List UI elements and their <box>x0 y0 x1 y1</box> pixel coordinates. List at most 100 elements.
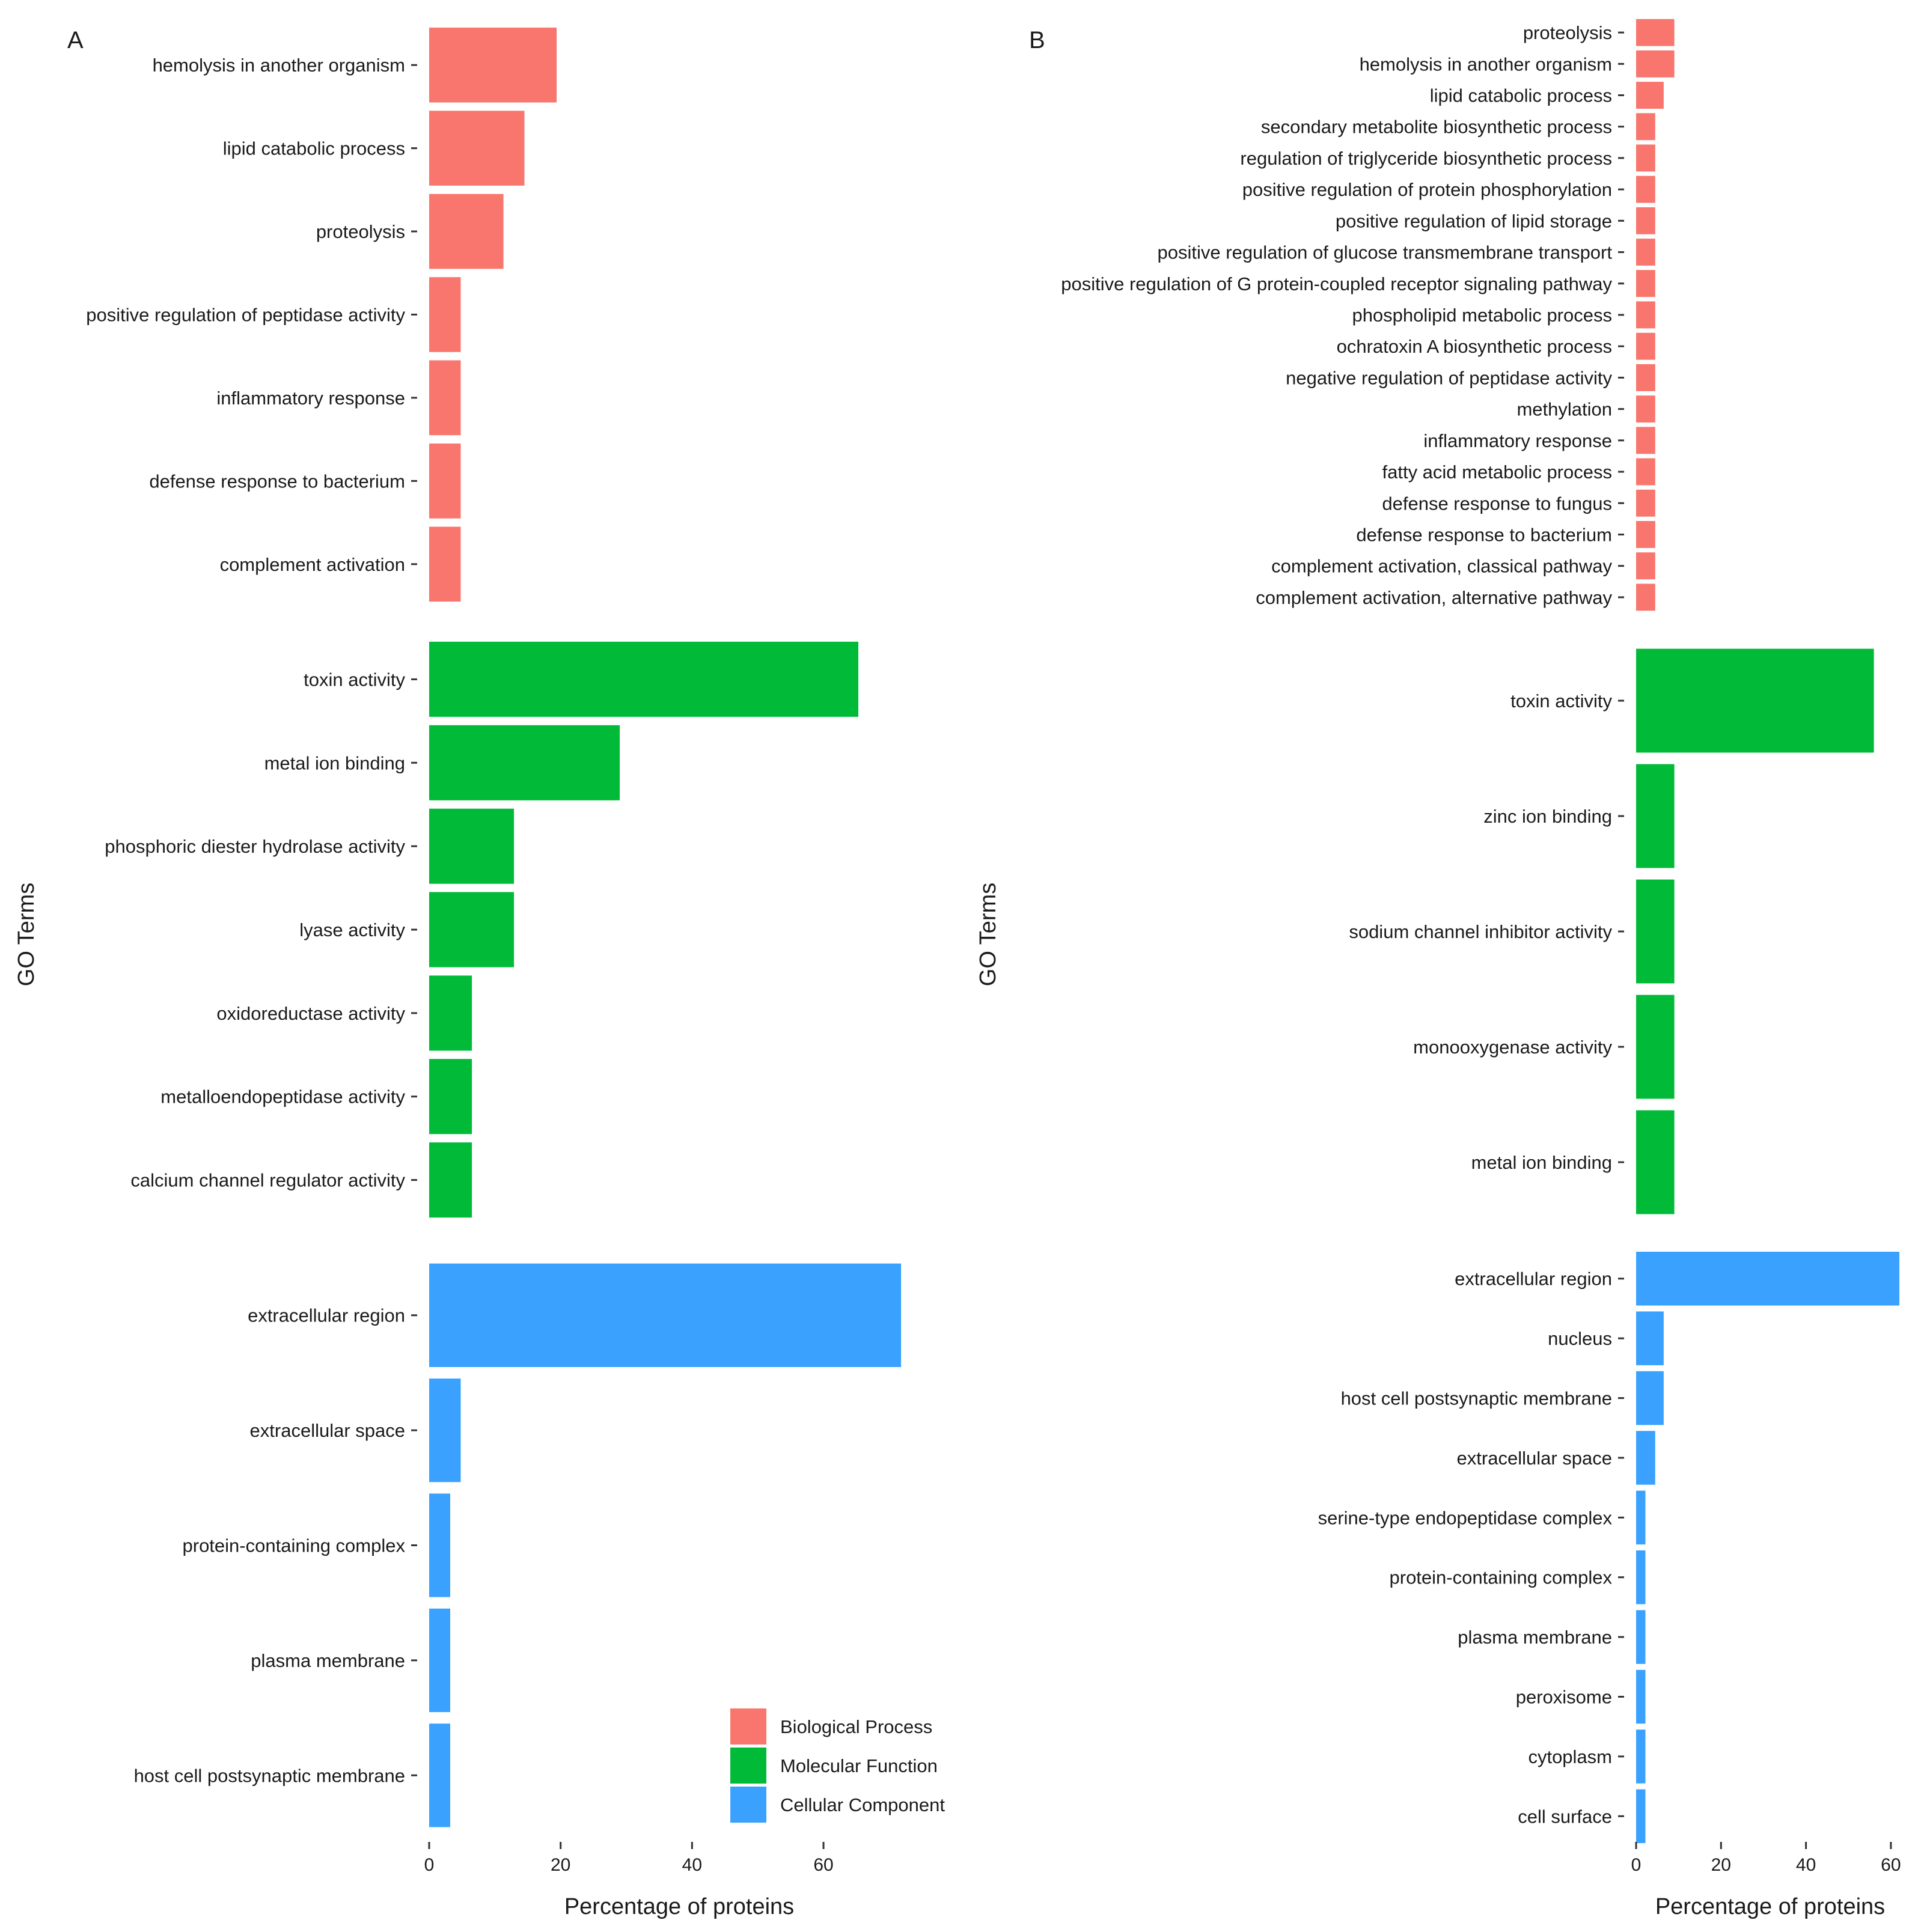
panel-b-term-label: defense response to bacterium <box>1356 524 1612 545</box>
panel-b-bar-inflammatory-response <box>1636 427 1655 454</box>
legend-label-biological-process: Biological Process <box>780 1716 932 1737</box>
panel-b-term-label: positive regulation of G protein-coupled… <box>1061 273 1612 294</box>
panel-b-bar-cytoplasm <box>1636 1729 1646 1784</box>
panel-b-x-tick-label: 60 <box>1881 1855 1901 1875</box>
panel-a-term-label: phosphoric diester hydrolase activity <box>105 836 405 857</box>
panel-a-bar-extracellular-space <box>429 1379 461 1483</box>
panel-a-bar-phosphoric-diester-hydrolase-activity <box>429 808 515 884</box>
panel-b-bar-methylation <box>1636 395 1655 423</box>
panel-b-x-tick-label: 0 <box>1631 1855 1642 1875</box>
panel-b-term-label: inflammatory response <box>1423 430 1612 451</box>
panel-a-x-tick-label: 20 <box>551 1855 570 1875</box>
panel-b-term-label: cell surface <box>1518 1806 1612 1827</box>
panel-b-term-label: extracellular space <box>1457 1448 1612 1469</box>
panel-a-term-label: toxin activity <box>304 669 405 690</box>
panel-b-bar-complement-activation-classical-pathway <box>1636 552 1655 580</box>
panel-b-bar-sodium-channel-inhibitor-activity <box>1636 879 1675 984</box>
panel-a-term-label: extracellular space <box>250 1420 405 1441</box>
panel-b-bar-regulation-of-triglyceride-biosynthetic-process <box>1636 144 1655 172</box>
panel-b-term-label: positive regulation of glucose transmemb… <box>1158 242 1613 263</box>
panel-a-term-label: proteolysis <box>316 221 405 242</box>
panel-b-term-label: proteolysis <box>1523 22 1612 43</box>
panel-b-bar-lipid-catabolic-process <box>1636 82 1664 109</box>
panel-a-bar-metal-ion-binding <box>429 725 620 800</box>
panel-a-bar-plasma-membrane <box>429 1608 450 1713</box>
panel-b-bar-zinc-ion-binding <box>1636 764 1675 868</box>
panel-a-bar-positive-regulation-of-peptidase-activity <box>429 277 461 352</box>
panel-b-bar-protein-containing-complex <box>1636 1550 1646 1604</box>
panel-b-term-label: sodium channel inhibitor activity <box>1349 921 1612 942</box>
panel-b-term-label: host cell postsynaptic membrane <box>1341 1388 1612 1409</box>
panel-b-term-label: positive regulation of lipid storage <box>1336 210 1612 231</box>
panel-a-term-label: hemolysis in another organism <box>153 55 405 76</box>
panel-a-term-label: metalloendopeptidase activity <box>160 1086 405 1108</box>
panel-b-bar-defense-response-to-fungus <box>1636 489 1655 517</box>
panel-b-term-label: peroxisome <box>1516 1687 1612 1708</box>
panel-b-term-label: complement activation, classical pathway <box>1271 556 1612 577</box>
panel-a-term-label: inflammatory response <box>216 388 405 409</box>
panel-a-bar-defense-response-to-bacterium <box>429 443 461 519</box>
legend-label-cellular-component: Cellular Component <box>780 1794 945 1815</box>
panel-b-bar-peroxisome <box>1636 1669 1646 1724</box>
panel-b-term-label: regulation of triglyceride biosynthetic … <box>1240 148 1612 169</box>
panel-b-x-tick-label: 20 <box>1711 1855 1731 1875</box>
panel-b-term-label: lipid catabolic process <box>1430 85 1612 106</box>
panel-a-bar-protein-containing-complex <box>429 1493 450 1597</box>
panel-b-term-label: metal ion binding <box>1471 1152 1612 1173</box>
panel-b-bar-cell-surface <box>1636 1789 1646 1844</box>
panel-a-term-label: protein-containing complex <box>183 1535 406 1556</box>
chart-legend: Biological Process Molecular Function Ce… <box>730 1708 945 1823</box>
panel-b-bar-ochratoxin-a-biosynthetic-process <box>1636 332 1655 360</box>
panel-b-term-label: hemolysis in another organism <box>1360 53 1612 75</box>
panel-b-bar-positive-regulation-of-lipid-storage <box>1636 207 1655 234</box>
panel-a-term-label: metal ion binding <box>264 752 405 773</box>
panel-b: B GO Terms Percentage of proteins proteo… <box>976 19 1901 1919</box>
panel-a-bar-calcium-channel-regulator-activity <box>429 1142 472 1218</box>
legend-label-molecular-function: Molecular Function <box>780 1755 938 1776</box>
panel-a: A GO Terms Percentage of proteins hemoly… <box>14 27 902 1919</box>
panel-b-bar-monooxygenase-activity <box>1636 995 1675 1099</box>
panel-b-bar-positive-regulation-of-g-protein-coupled-receptor-signaling-pathway <box>1636 270 1655 297</box>
legend-swatch-cellular-component <box>730 1787 766 1823</box>
panel-b-bar-metal-ion-binding <box>1636 1110 1675 1214</box>
panel-a-term-label: calcium channel regulator activity <box>130 1170 405 1191</box>
panel-a-tag: A <box>67 27 84 53</box>
panel-b-term-label: nucleus <box>1548 1328 1612 1349</box>
panel-b-term-label: secondary metabolite biosynthetic proces… <box>1261 117 1612 138</box>
panel-b-term-label: plasma membrane <box>1458 1627 1612 1648</box>
panel-b-term-label: monooxygenase activity <box>1413 1037 1612 1058</box>
panel-b-term-label: toxin activity <box>1510 690 1612 712</box>
panel-a-bar-extracellular-region <box>429 1263 902 1367</box>
panel-b-bar-negative-regulation-of-peptidase-activity <box>1636 364 1655 391</box>
panel-a-bar-proteolysis <box>429 194 504 269</box>
panel-b-bar-plasma-membrane <box>1636 1610 1646 1664</box>
legend-swatch-molecular-function <box>730 1748 766 1784</box>
panel-a-term-label: lipid catabolic process <box>223 138 405 159</box>
panel-b-y-axis-title: GO Terms <box>976 883 1001 986</box>
panel-b-bar-serine-type-endopeptidase-complex <box>1636 1490 1646 1545</box>
panel-b-bar-hemolysis-in-another-organism <box>1636 50 1675 78</box>
panel-b-bar-proteolysis <box>1636 19 1675 46</box>
panel-b-bar-positive-regulation-of-protein-phosphorylation <box>1636 175 1655 203</box>
panel-b-bar-positive-regulation-of-glucose-transmembrane-transport <box>1636 239 1655 266</box>
panel-a-term-label: complement activation <box>220 554 405 575</box>
panel-b-bar-fatty-acid-metabolic-process <box>1636 458 1655 486</box>
panel-b-term-label: extracellular region <box>1455 1269 1612 1290</box>
panel-b-term-label: methylation <box>1516 399 1612 420</box>
panel-b-term-label: defense response to fungus <box>1382 493 1612 514</box>
panel-a-bar-complement-activation <box>429 526 461 602</box>
panel-b-term-label: fatty acid metabolic process <box>1382 462 1612 483</box>
panel-a-term-label: plasma membrane <box>251 1650 405 1671</box>
panel-a-term-label: lyase activity <box>299 919 405 940</box>
panel-a-term-label: defense response to bacterium <box>149 471 405 492</box>
panel-a-bar-toxin-activity <box>429 641 858 717</box>
panel-a-bar-lyase-activity <box>429 892 515 968</box>
panel-b-term-label: ochratoxin A biosynthetic process <box>1337 336 1612 357</box>
panel-b-term-label: cytoplasm <box>1528 1746 1612 1767</box>
panel-a-bar-metalloendopeptidase-activity <box>429 1059 472 1135</box>
panel-b-bar-extracellular-space <box>1636 1431 1655 1485</box>
panel-b-term-label: protein-containing complex <box>1390 1567 1613 1588</box>
panel-b-term-label: phospholipid metabolic process <box>1352 305 1612 326</box>
panel-a-x-tick-label: 60 <box>813 1855 833 1875</box>
